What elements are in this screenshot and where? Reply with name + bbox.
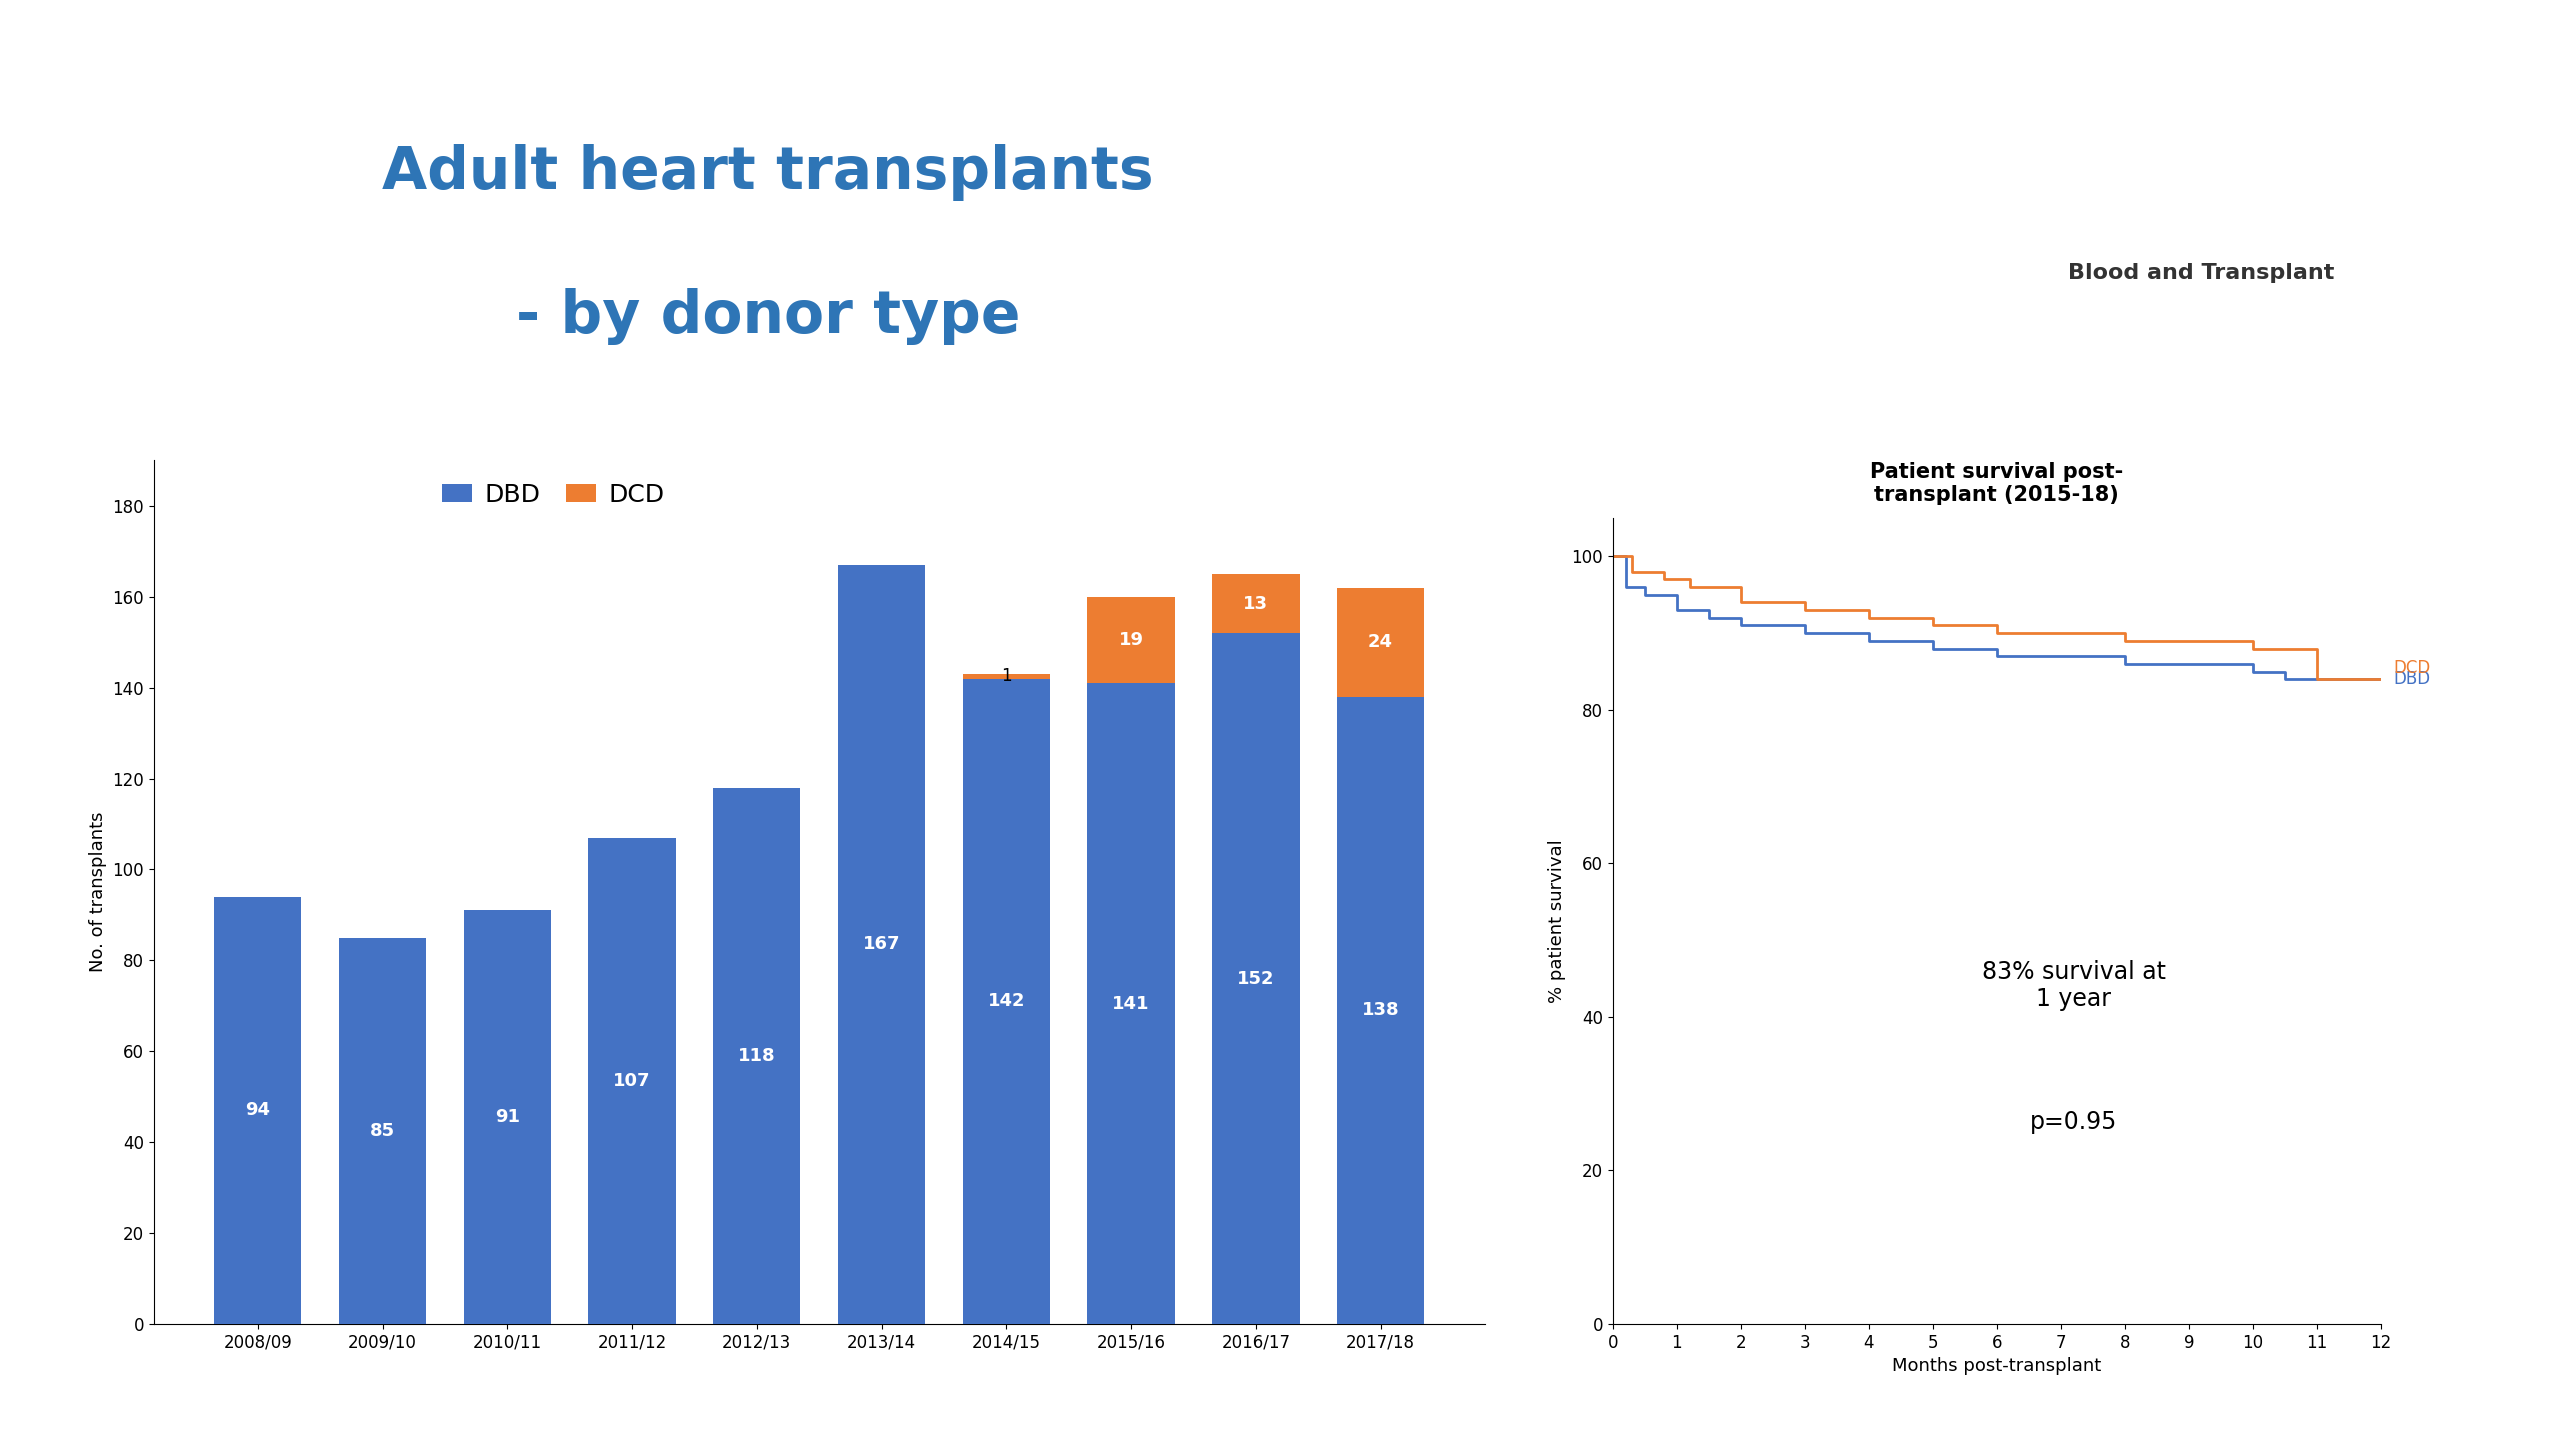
Text: 141: 141 <box>1114 994 1149 1013</box>
Bar <box>1336 587 1423 696</box>
Bar <box>589 837 676 1324</box>
Text: 138: 138 <box>1362 1002 1400 1019</box>
Text: Adult heart transplants: Adult heart transplants <box>381 144 1155 201</box>
Y-axis label: No. of transplants: No. of transplants <box>90 812 108 973</box>
Text: DCD: DCD <box>2394 659 2432 676</box>
X-axis label: Months post-transplant: Months post-transplant <box>1892 1357 2102 1376</box>
Text: 152: 152 <box>1236 970 1275 987</box>
Bar <box>463 911 550 1324</box>
Bar <box>1213 574 1300 633</box>
Text: 107: 107 <box>614 1072 650 1089</box>
Text: 83% survival at
1 year: 83% survival at 1 year <box>1981 960 2166 1012</box>
Text: p=0.95: p=0.95 <box>2030 1111 2117 1134</box>
Text: 1: 1 <box>1001 668 1011 685</box>
Text: 94: 94 <box>246 1101 271 1120</box>
Text: - by donor type: - by donor type <box>515 288 1021 345</box>
Bar <box>1088 684 1175 1324</box>
Bar <box>837 566 924 1324</box>
Text: 167: 167 <box>863 935 901 954</box>
Bar <box>215 896 302 1324</box>
Bar <box>1336 696 1423 1324</box>
Bar <box>1213 633 1300 1324</box>
Bar <box>714 787 801 1324</box>
Text: 19: 19 <box>1119 630 1144 649</box>
Bar <box>963 679 1050 1324</box>
Legend: DBD, DCD: DBD, DCD <box>433 473 673 517</box>
Text: 118: 118 <box>737 1046 776 1065</box>
Text: NHS: NHS <box>2161 142 2243 174</box>
Text: 13: 13 <box>1244 594 1267 613</box>
Text: 24: 24 <box>1367 633 1393 652</box>
Text: DBD: DBD <box>2394 671 2432 688</box>
Bar <box>963 673 1050 679</box>
Text: 85: 85 <box>371 1122 394 1140</box>
Text: Blood and Transplant: Blood and Transplant <box>2068 263 2335 283</box>
Title: Patient survival post-
transplant (2015-18): Patient survival post- transplant (2015-… <box>1871 462 2122 505</box>
Bar <box>338 938 425 1324</box>
Text: 142: 142 <box>988 993 1024 1010</box>
Text: 91: 91 <box>494 1108 520 1127</box>
Y-axis label: % patient survival: % patient survival <box>1549 839 1567 1003</box>
Bar <box>1088 597 1175 684</box>
